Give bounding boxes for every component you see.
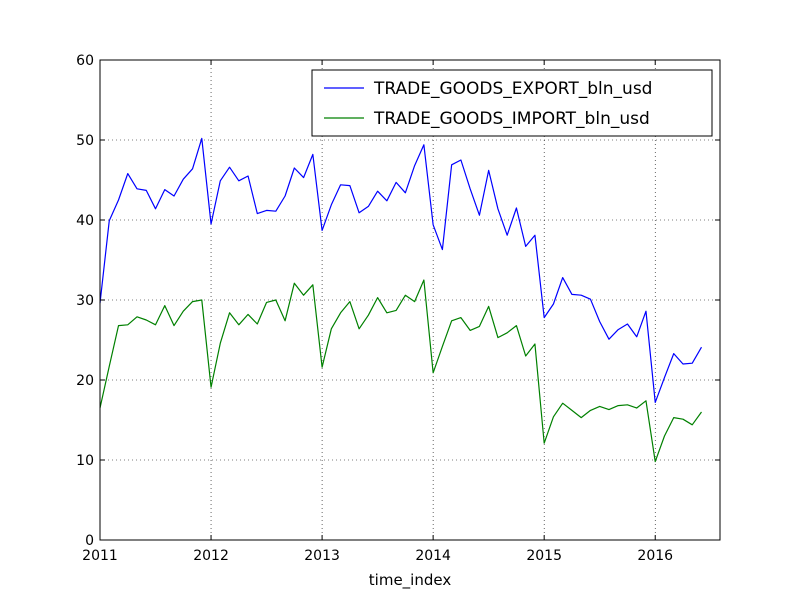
series-line-import: [99, 279, 702, 463]
legend: TRADE_GOODS_EXPORT_bln_usd TRADE_GOODS_IM…: [311, 69, 713, 137]
y-tick-label: 0: [85, 533, 94, 549]
ticks: 0 10 20 30 40 50 60 2011 2012 2013 2014 2015 2016: [76, 53, 720, 564]
x-tick-label: 2011: [82, 548, 118, 564]
legend-label: TRADE_GOODS_EXPORT_bln_usd: [373, 79, 652, 99]
y-tick-label: 60: [76, 53, 94, 69]
y-tick-label: 10: [76, 453, 94, 469]
x-tick-label: 2012: [193, 548, 229, 564]
series-line-export: [99, 137, 703, 403]
series-layer: [99, 137, 703, 463]
y-tick-label: 30: [76, 293, 94, 309]
y-tick-label: 40: [76, 213, 94, 229]
legend-box: [311, 69, 713, 137]
x-tick-label: 2016: [637, 548, 673, 564]
x-tick-label: 2014: [415, 548, 451, 564]
x-tick-label: 2015: [526, 548, 562, 564]
x-axis-label: time_index: [369, 571, 452, 590]
y-tick-label: 20: [76, 373, 94, 389]
x-tick-label: 2013: [304, 548, 340, 564]
legend-label: TRADE_GOODS_IMPORT_bln_usd: [373, 109, 650, 129]
y-tick-label: 50: [76, 133, 94, 149]
